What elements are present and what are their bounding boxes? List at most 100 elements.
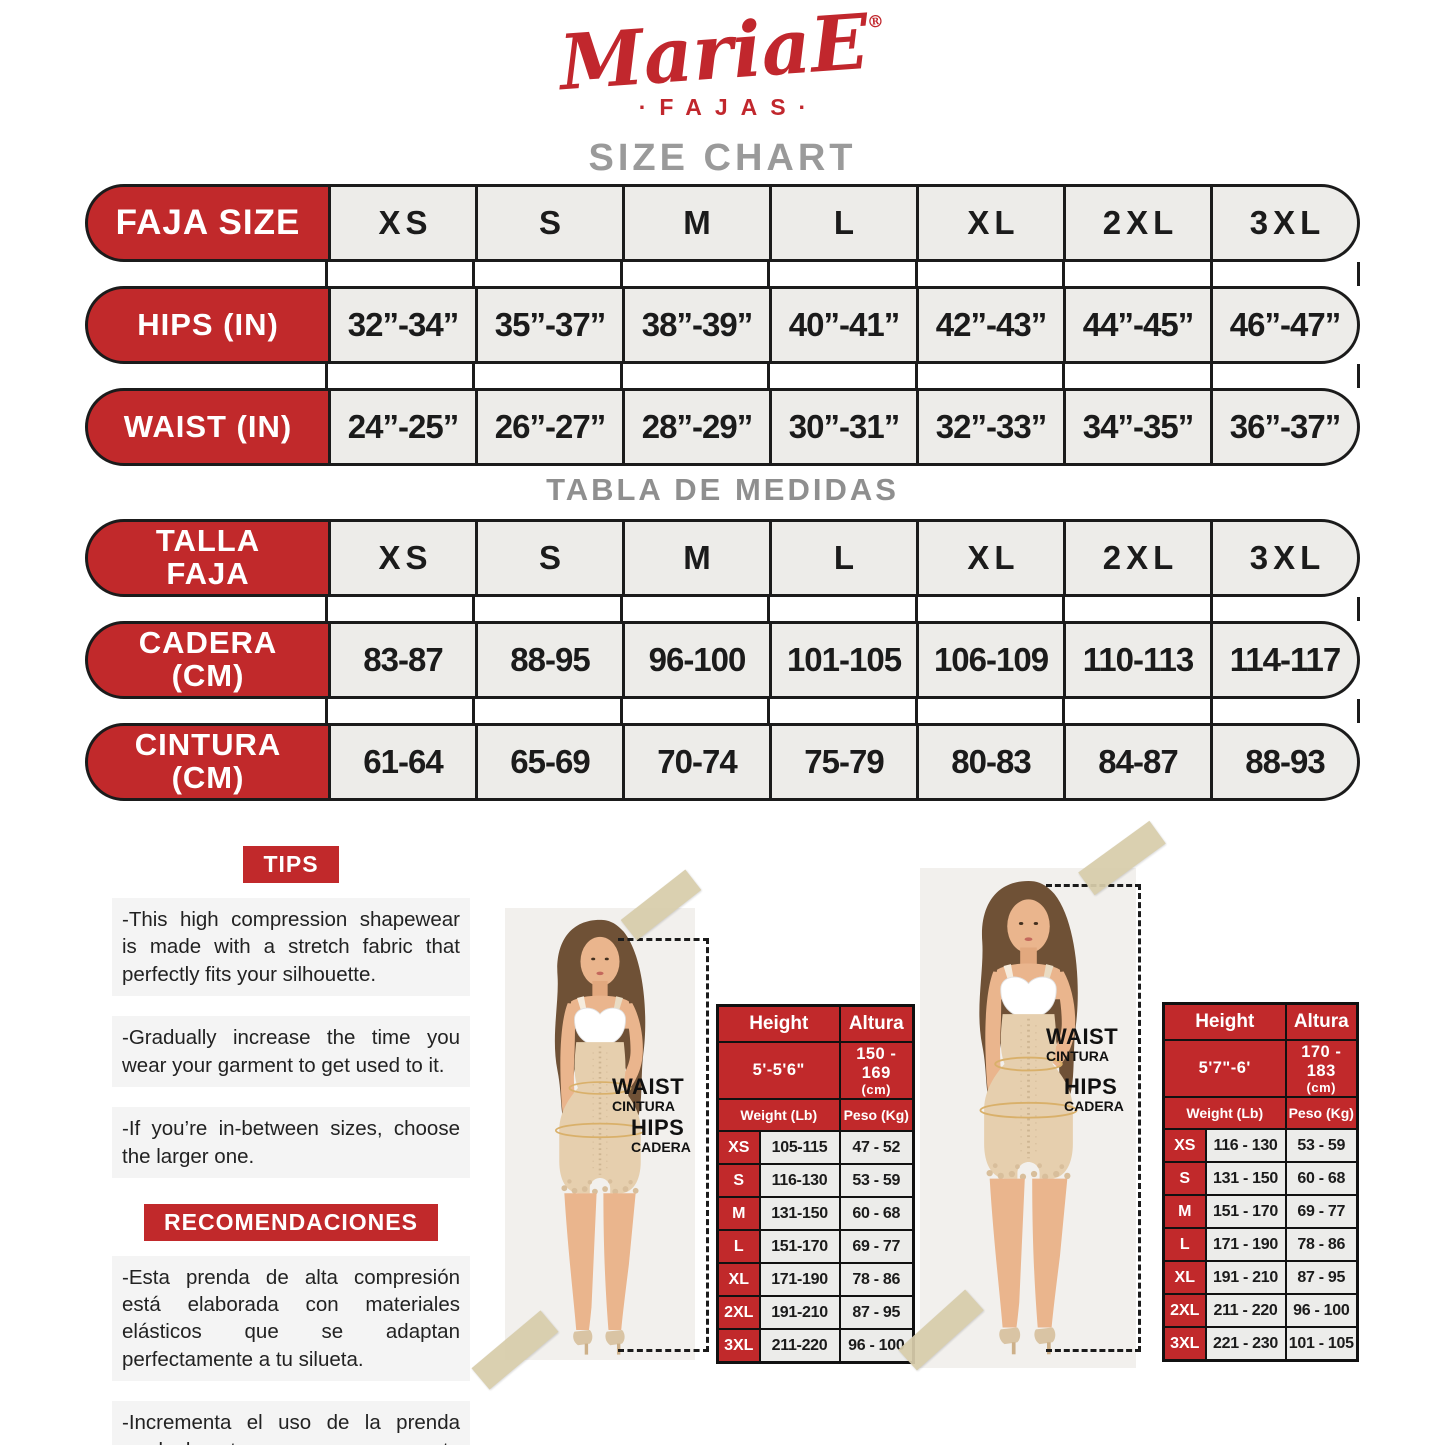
- peso-kg-header: Peso (Kg): [1284, 1096, 1359, 1130]
- waist-value-cell: 24”-25”: [328, 388, 478, 466]
- size-table-cm: TALLA FAJA XS S M L XL 2XL 3XL CADERA (CM)…: [85, 519, 1360, 801]
- size-header-cell: XS: [328, 184, 478, 262]
- cadera-value-cell: 106-109: [916, 621, 1066, 699]
- talla-faja-header-row: TALLA FAJA XS S M L XL 2XL 3XL: [85, 519, 1360, 597]
- tabla-medidas-title: TABLA DE MEDIDAS: [546, 472, 899, 507]
- hips-value-cell: 46”-47”: [1210, 286, 1360, 364]
- height-range: 5'7"-6': [1162, 1039, 1287, 1098]
- altura-range: 150 - 169 (cm): [838, 1041, 915, 1100]
- cadera-value-cell: 88-95: [475, 621, 625, 699]
- cadera-value-cell: 101-105: [769, 621, 919, 699]
- recommendation-paragraph: -Incrementa el uso de la prenda gradualm…: [112, 1401, 470, 1445]
- table-gap-lines: [85, 364, 1360, 388]
- wt-row: M 131-150 60 - 68: [716, 1196, 915, 1231]
- peso-kg-header: Peso (Kg): [838, 1098, 915, 1132]
- hips-label: HIPS (IN): [85, 286, 331, 364]
- altura-header: Altura: [838, 1004, 915, 1043]
- cintura-row: CINTURA (CM) 61-64 65-69 70-74 75-79 80-8…: [85, 723, 1360, 801]
- table-gap-lines: [85, 262, 1360, 286]
- cintura-value-cell: 84-87: [1063, 723, 1213, 801]
- hips-row: HIPS (IN) 32”-34” 35”-37” 38”-39” 40”-41…: [85, 286, 1360, 364]
- waist-value-cell: 30”-31”: [769, 388, 919, 466]
- waist-value-cell: 28”-29”: [622, 388, 772, 466]
- waist-row: WAIST (IN) 24”-25” 26”-27” 28”-29” 30”-3…: [85, 388, 1360, 466]
- wt-row: XL 191 - 210 87 - 95: [1162, 1260, 1359, 1295]
- waist-value-cell: 34”-35”: [1063, 388, 1213, 466]
- hips-value-cell: 35”-37”: [475, 286, 625, 364]
- weight-table-short: Height Altura 5'-5'6" 150 - 169 (cm) Weig…: [716, 1004, 916, 1364]
- wt-height-row: 5'-5'6" 150 - 169 (cm): [716, 1041, 915, 1100]
- recommendations-title-badge: RECOMENDACIONES: [144, 1203, 438, 1241]
- hips-value-cell: 32”-34”: [328, 286, 478, 364]
- hips-value-cell: 38”-39”: [622, 286, 772, 364]
- model-photo-short: [505, 908, 695, 1360]
- altura-range: 170 - 183 (cm): [1284, 1039, 1359, 1098]
- brand-header: MariaE® ·FAJAS·: [0, 0, 1445, 121]
- wt-row: XS 116 - 130 53 - 59: [1162, 1128, 1359, 1163]
- hips-value-cell: 40”-41”: [769, 286, 919, 364]
- cintura-value-cell: 80-83: [916, 723, 1066, 801]
- waist-value-cell: 36”-37”: [1210, 388, 1360, 466]
- size-header-cell: S: [475, 184, 625, 262]
- wt-units-row: Weight (Lb) Peso (Kg): [1162, 1096, 1359, 1130]
- weight-table-tall: Height Altura 5'7"-6' 170 - 183 (cm) Weig…: [1162, 1002, 1360, 1362]
- wt-row: L 171 - 190 78 - 86: [1162, 1227, 1359, 1262]
- wt-row: S 131 - 150 60 - 68: [1162, 1161, 1359, 1196]
- cintura-value-cell: 61-64: [328, 723, 478, 801]
- table-gap-lines: [85, 699, 1360, 723]
- model-photo-tall: [920, 868, 1136, 1368]
- wt-row: 2XL 191-210 87 - 95: [716, 1295, 915, 1330]
- hips-callout: HIPS CADERA: [1064, 1074, 1124, 1114]
- size-header-cell: S: [475, 519, 625, 597]
- registered-mark: ®: [866, 11, 885, 33]
- size-header-cell: 3XL: [1210, 519, 1360, 597]
- cadera-value-cell: 83-87: [328, 621, 478, 699]
- cintura-value-cell: 65-69: [475, 723, 625, 801]
- tips-column: TIPS -This high compression shapewear is…: [112, 846, 470, 1445]
- height-header: Height: [1162, 1002, 1287, 1041]
- size-header-cell: 2XL: [1063, 184, 1213, 262]
- cadera-label: CADERA (CM): [85, 621, 331, 699]
- wt-row: 3XL 211-220 96 - 100: [716, 1328, 915, 1364]
- faja-size-header-row: FAJA SIZE XS S M L XL 2XL 3XL: [85, 184, 1360, 262]
- wt-row: XL 171-190 78 - 86: [716, 1262, 915, 1297]
- height-measure-frame: [1046, 884, 1141, 1352]
- cintura-label: CINTURA (CM): [85, 723, 331, 801]
- wt-row: 3XL 221 - 230 101 - 105: [1162, 1326, 1359, 1362]
- wt-height-row: 5'7"-6' 170 - 183 (cm): [1162, 1039, 1359, 1098]
- cintura-value-cell: 70-74: [622, 723, 772, 801]
- size-header-cell: XS: [328, 519, 478, 597]
- wt-row: S 116-130 53 - 59: [716, 1163, 915, 1198]
- cadera-row: CADERA (CM) 83-87 88-95 96-100 101-105 10…: [85, 621, 1360, 699]
- waist-label: WAIST (IN): [85, 388, 331, 466]
- brand-subtitle: ·FAJAS·: [638, 94, 820, 120]
- height-measure-frame: [618, 938, 709, 1352]
- height-range: 5'-5'6": [716, 1041, 841, 1100]
- wt-units-row: Weight (Lb) Peso (Kg): [716, 1098, 915, 1132]
- hips-value-cell: 42”-43”: [916, 286, 1066, 364]
- wt-header-row: Height Altura: [1162, 1002, 1359, 1041]
- weight-lb-header: Weight (Lb): [1162, 1096, 1287, 1130]
- tip-paragraph: -This high compression shapewear is made…: [112, 898, 470, 996]
- tip-paragraph: -If you’re in-between sizes, choose the …: [112, 1107, 470, 1178]
- cadera-value-cell: 110-113: [1063, 621, 1213, 699]
- hips-callout: HIPS CADERA: [631, 1115, 691, 1155]
- faja-size-label: FAJA SIZE: [85, 184, 331, 262]
- tips-title-badge: TIPS: [243, 846, 339, 883]
- recommendation-paragraph: -Esta prenda de alta compresión está ela…: [112, 1255, 470, 1381]
- wt-row: 2XL 211 - 220 96 - 100: [1162, 1293, 1359, 1328]
- size-header-cell: M: [622, 184, 772, 262]
- size-header-cell: XL: [916, 519, 1066, 597]
- altura-header: Altura: [1284, 1002, 1359, 1041]
- cintura-value-cell: 75-79: [769, 723, 919, 801]
- talla-faja-label: TALLA FAJA: [85, 519, 331, 597]
- wt-row: L 151-170 69 - 77: [716, 1229, 915, 1264]
- size-header-cell: L: [769, 519, 919, 597]
- cintura-value-cell: 88-93: [1210, 723, 1360, 801]
- size-header-cell: XL: [916, 184, 1066, 262]
- waist-value-cell: 32”-33”: [916, 388, 1066, 466]
- size-header-cell: M: [622, 519, 772, 597]
- hips-value-cell: 44”-45”: [1063, 286, 1213, 364]
- waist-value-cell: 26”-27”: [475, 388, 625, 466]
